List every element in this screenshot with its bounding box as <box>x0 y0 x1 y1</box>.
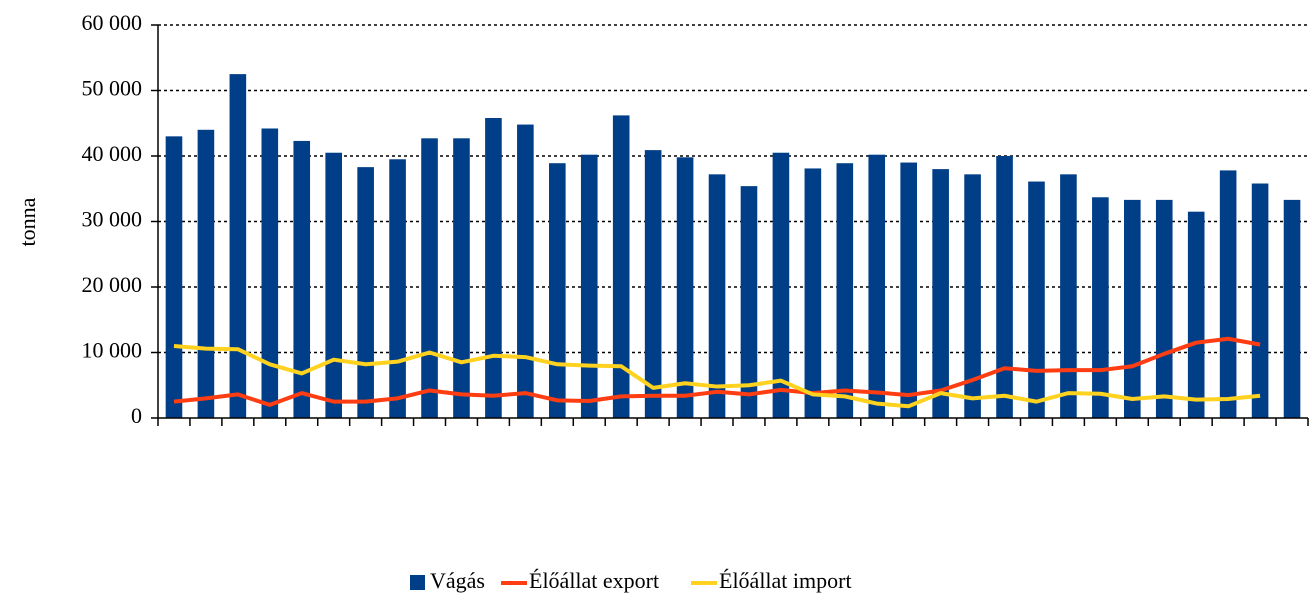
y-tick-label: 40 000 <box>82 141 143 166</box>
bar <box>1060 174 1077 418</box>
bar <box>165 136 183 418</box>
bar <box>261 128 279 419</box>
y-axis-label: tonna <box>15 197 40 246</box>
legend-label: Élőállat import <box>719 568 852 593</box>
bar <box>836 163 854 418</box>
bar <box>708 174 726 418</box>
y-tick-label: 30 000 <box>82 207 143 232</box>
y-tick-label: 60 000 <box>82 10 143 35</box>
bar <box>1092 197 1109 418</box>
bar <box>1251 183 1269 418</box>
bar <box>357 167 374 418</box>
bar <box>900 162 917 418</box>
line <box>173 336 1261 407</box>
bar <box>197 129 215 419</box>
bar <box>676 157 694 418</box>
y-tick-label: 20 000 <box>82 272 143 297</box>
bar <box>1283 199 1301 418</box>
bar <box>612 115 630 418</box>
legend-swatch <box>410 575 425 590</box>
line <box>173 343 1261 409</box>
y-tick-label: 0 <box>131 403 142 428</box>
bar <box>996 156 1013 418</box>
bar <box>453 138 470 418</box>
bar <box>1155 199 1173 418</box>
bar <box>772 152 790 418</box>
bar <box>389 159 406 418</box>
legend-label: Élőállat export <box>529 568 659 593</box>
bar <box>804 168 822 418</box>
bar <box>644 150 662 419</box>
bar <box>740 186 758 418</box>
bar <box>485 118 502 418</box>
bar <box>1219 170 1237 418</box>
bar <box>964 174 981 418</box>
bar <box>421 138 438 418</box>
bar <box>1187 211 1205 418</box>
bar <box>1124 199 1141 418</box>
bar <box>1028 181 1045 418</box>
bar <box>932 169 949 418</box>
bar <box>325 152 342 418</box>
bar <box>580 154 598 418</box>
legend-label: Vágás <box>430 568 485 593</box>
bar <box>549 163 566 418</box>
bar <box>868 154 886 418</box>
bar <box>517 124 534 418</box>
bar <box>293 140 311 418</box>
y-tick-label: 50 000 <box>82 76 143 101</box>
y-tick-label: 10 000 <box>82 338 143 363</box>
bar <box>229 74 247 418</box>
